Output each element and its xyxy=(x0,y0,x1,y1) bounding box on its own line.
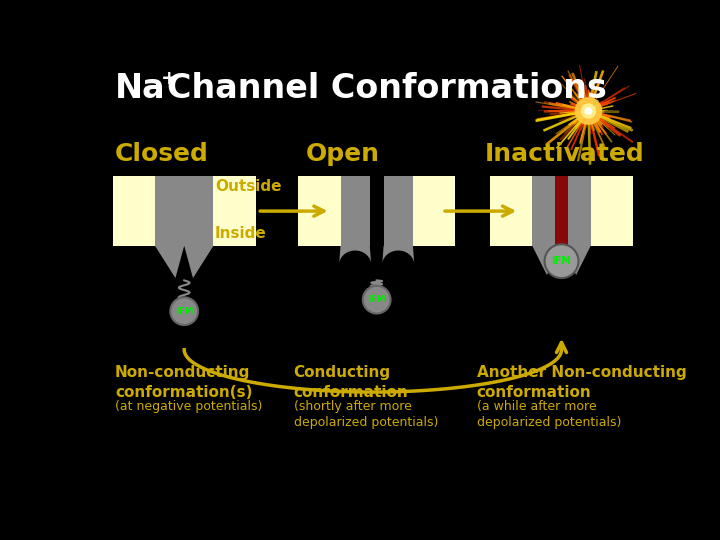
Text: IFM: IFM xyxy=(175,307,194,316)
Text: Another Non-conducting
conformation: Another Non-conducting conformation xyxy=(477,365,687,400)
FancyBboxPatch shape xyxy=(555,177,567,246)
Circle shape xyxy=(171,298,198,325)
FancyBboxPatch shape xyxy=(112,177,155,246)
FancyBboxPatch shape xyxy=(532,177,562,246)
Text: Inside: Inside xyxy=(215,226,266,241)
FancyBboxPatch shape xyxy=(384,177,413,246)
Text: Conducting
conformation: Conducting conformation xyxy=(294,365,408,400)
FancyBboxPatch shape xyxy=(155,177,184,246)
Circle shape xyxy=(363,286,390,314)
Text: IFM: IFM xyxy=(552,256,572,266)
Text: Non-conducting
conformation(s): Non-conducting conformation(s) xyxy=(115,365,253,400)
FancyBboxPatch shape xyxy=(341,177,370,246)
Text: Outside: Outside xyxy=(215,179,282,194)
Polygon shape xyxy=(339,246,372,265)
Text: (at negative potentials): (at negative potentials) xyxy=(115,400,262,413)
Text: Na: Na xyxy=(115,72,166,105)
FancyBboxPatch shape xyxy=(298,177,341,246)
Text: (a while after more
depolarized potentials): (a while after more depolarized potentia… xyxy=(477,400,621,429)
Circle shape xyxy=(575,97,603,125)
FancyBboxPatch shape xyxy=(184,177,213,246)
FancyBboxPatch shape xyxy=(413,177,455,246)
Text: Inactivated: Inactivated xyxy=(485,142,644,166)
FancyBboxPatch shape xyxy=(590,177,633,246)
Polygon shape xyxy=(382,246,414,265)
Polygon shape xyxy=(184,246,213,278)
Text: IFM: IFM xyxy=(367,295,386,304)
FancyBboxPatch shape xyxy=(213,177,256,246)
Text: (shortly after more
depolarized potentials): (shortly after more depolarized potentia… xyxy=(294,400,438,429)
Polygon shape xyxy=(562,246,590,275)
Polygon shape xyxy=(532,246,562,275)
Polygon shape xyxy=(155,246,184,278)
FancyBboxPatch shape xyxy=(562,177,590,246)
Text: Channel Conformations: Channel Conformations xyxy=(167,72,607,105)
Text: Closed: Closed xyxy=(115,142,209,166)
FancyBboxPatch shape xyxy=(490,177,532,246)
Text: Open: Open xyxy=(306,142,380,166)
Circle shape xyxy=(544,244,578,278)
Circle shape xyxy=(585,107,593,115)
Text: +: + xyxy=(161,69,178,87)
Circle shape xyxy=(581,103,596,119)
